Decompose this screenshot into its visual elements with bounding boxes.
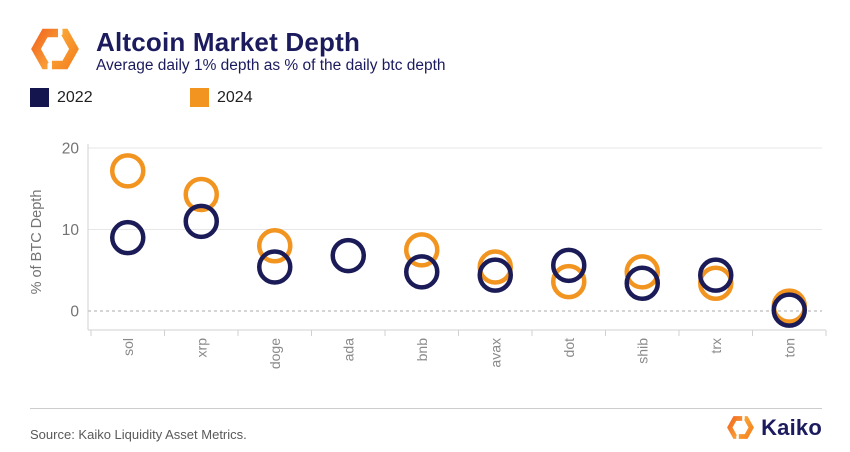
kaiko-logo-icon-footer <box>727 416 755 439</box>
footer-divider <box>30 408 822 409</box>
point-2024-sol <box>110 153 146 189</box>
legend-item-2022: 2022 <box>30 88 93 107</box>
x-label-sol: sol <box>120 338 136 356</box>
x-label-avax: avax <box>487 338 503 368</box>
page-title: Altcoin Market Depth <box>96 27 361 57</box>
legend-item-2024: 2024 <box>190 88 253 107</box>
point-2022-dot <box>551 247 587 284</box>
point-2024-xrp <box>183 176 219 213</box>
kaiko-brand-footer: Kaiko <box>727 414 822 441</box>
point-2022-sol <box>110 219 146 256</box>
x-label-trx: trx <box>708 338 724 354</box>
point-2024-doge <box>257 228 293 264</box>
chart-svg: 0 10 20 % of BTC Depth sol xrp doge ada bnb avax d… <box>29 141 827 369</box>
point-2022-shib <box>624 265 660 302</box>
x-label-bnb: bnb <box>414 338 430 362</box>
x-label-shib: shib <box>634 338 650 364</box>
y-tick-label-10: 10 <box>62 222 80 239</box>
point-2024-shib <box>624 254 660 290</box>
point-2022-ton <box>771 292 807 328</box>
point-2022-doge <box>257 249 293 285</box>
point-2022-avax <box>477 257 513 293</box>
x-label-ada: ada <box>340 338 356 362</box>
legend-swatch-2024 <box>190 88 209 107</box>
point-2022-xrp <box>183 203 219 240</box>
legend-swatch-2022 <box>30 88 49 107</box>
y-tick-label-0: 0 <box>70 304 79 321</box>
legend-label-2024: 2024 <box>217 88 253 106</box>
x-label-doge: doge <box>267 338 283 369</box>
point-2024-bnb <box>404 232 440 268</box>
point-2022-bnb <box>404 254 440 290</box>
source-note: Source: Kaiko Liquidity Asset Metrics. <box>30 427 247 442</box>
point-2022-ada <box>330 237 366 274</box>
point-2024-dot <box>551 263 587 300</box>
x-label-xrp: xrp <box>193 338 209 358</box>
y-axis-title: % of BTC Depth <box>29 190 45 295</box>
kaiko-logo-icon <box>31 28 79 70</box>
y-tick-label-20: 20 <box>62 141 80 158</box>
kaiko-wordmark: Kaiko <box>761 414 822 440</box>
x-label-ton: ton <box>781 338 797 357</box>
x-label-dot: dot <box>561 338 577 358</box>
page-subtitle: Average daily 1% depth as % of the daily… <box>96 57 446 74</box>
legend-label-2022: 2022 <box>57 88 93 106</box>
point-2022-trx <box>698 257 734 293</box>
